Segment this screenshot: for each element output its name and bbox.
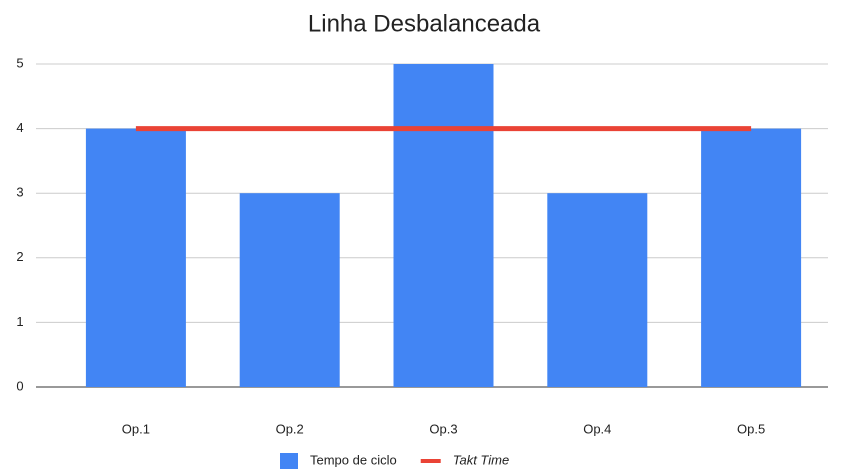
y-tick-label: 0 <box>16 378 23 393</box>
x-tick-label: Op.1 <box>122 421 150 436</box>
legend-swatch <box>420 459 441 463</box>
chart-title: Linha Desbalanceada <box>308 10 541 37</box>
y-tick-label: 2 <box>16 249 23 264</box>
bar <box>701 128 802 387</box>
bar <box>393 64 494 387</box>
x-tick-label: Op.4 <box>583 421 611 436</box>
legend-label: Tempo de ciclo <box>310 452 397 467</box>
legend-swatch <box>280 453 298 469</box>
bar <box>547 193 648 387</box>
y-tick-label: 5 <box>16 55 23 70</box>
y-tick-label: 1 <box>16 314 23 329</box>
bar <box>239 193 340 387</box>
y-tick-label: 4 <box>16 120 23 135</box>
x-tick-label: Op.2 <box>276 421 304 436</box>
x-tick-label: Op.5 <box>737 421 765 436</box>
y-tick-label: 3 <box>16 185 23 200</box>
legend-label: Takt Time <box>453 452 509 467</box>
x-tick-label: Op.3 <box>429 421 457 436</box>
bar <box>85 128 186 387</box>
